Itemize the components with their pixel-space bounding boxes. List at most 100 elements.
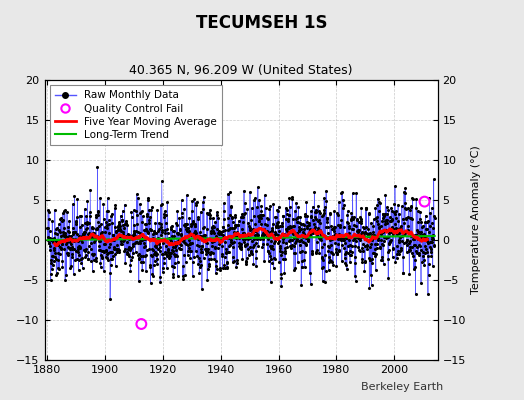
Point bbox=[343, 266, 351, 272]
Point bbox=[256, 224, 264, 231]
Point bbox=[306, 226, 314, 232]
Point bbox=[60, 208, 69, 214]
Point bbox=[283, 227, 291, 234]
Point bbox=[364, 233, 373, 239]
Point bbox=[416, 216, 424, 222]
Point bbox=[80, 248, 89, 254]
Point bbox=[52, 272, 60, 279]
Point bbox=[273, 220, 281, 226]
Point bbox=[389, 244, 397, 251]
Point bbox=[124, 245, 133, 251]
Point bbox=[184, 237, 193, 244]
Point bbox=[212, 233, 220, 239]
Point bbox=[105, 221, 114, 227]
Point bbox=[319, 263, 328, 270]
Point bbox=[181, 259, 190, 265]
Point bbox=[358, 256, 366, 262]
Point bbox=[118, 208, 127, 214]
Point bbox=[199, 233, 208, 239]
Point bbox=[138, 219, 147, 226]
Point bbox=[364, 226, 373, 232]
Point bbox=[275, 203, 283, 210]
Point bbox=[314, 234, 323, 241]
Point bbox=[119, 231, 128, 237]
Point bbox=[402, 216, 410, 222]
Point bbox=[379, 241, 388, 248]
Point bbox=[234, 233, 243, 240]
Point bbox=[181, 240, 189, 246]
Point bbox=[50, 247, 58, 254]
Point bbox=[74, 243, 83, 249]
Point bbox=[198, 243, 206, 249]
Point bbox=[160, 211, 168, 218]
Point bbox=[324, 248, 332, 254]
Point bbox=[354, 229, 362, 236]
Point bbox=[221, 227, 230, 233]
Point bbox=[237, 241, 245, 247]
Point bbox=[78, 239, 86, 245]
Point bbox=[376, 222, 385, 229]
Point bbox=[138, 234, 147, 240]
Point bbox=[214, 228, 223, 234]
Point bbox=[189, 259, 197, 265]
Point bbox=[128, 254, 137, 260]
Point bbox=[245, 231, 254, 238]
Point bbox=[163, 252, 172, 258]
Point bbox=[307, 214, 315, 220]
Point bbox=[130, 230, 138, 237]
Point bbox=[298, 263, 306, 270]
Point bbox=[387, 205, 395, 212]
Point bbox=[258, 232, 266, 238]
Point bbox=[176, 246, 184, 252]
Point bbox=[427, 253, 435, 260]
Point bbox=[136, 240, 145, 246]
Point bbox=[241, 200, 249, 207]
Point bbox=[236, 243, 244, 249]
Point bbox=[226, 237, 235, 244]
Point bbox=[333, 250, 341, 256]
Point bbox=[155, 220, 163, 226]
Point bbox=[166, 253, 174, 259]
Point bbox=[413, 227, 421, 234]
Point bbox=[77, 224, 85, 230]
Point bbox=[235, 245, 244, 251]
Point bbox=[411, 242, 419, 249]
Point bbox=[96, 260, 104, 266]
Point bbox=[366, 257, 374, 264]
Point bbox=[404, 226, 412, 233]
Point bbox=[396, 225, 405, 232]
Point bbox=[169, 244, 178, 250]
Point bbox=[77, 260, 85, 266]
Point bbox=[378, 229, 387, 235]
Point bbox=[50, 250, 59, 256]
Point bbox=[112, 246, 121, 252]
Point bbox=[358, 245, 367, 252]
Point bbox=[321, 252, 330, 258]
Legend: Raw Monthly Data, Quality Control Fail, Five Year Moving Average, Long-Term Tren: Raw Monthly Data, Quality Control Fail, … bbox=[50, 85, 222, 145]
Point bbox=[422, 235, 430, 242]
Point bbox=[420, 262, 429, 268]
Point bbox=[184, 225, 192, 231]
Point bbox=[71, 229, 79, 236]
Point bbox=[321, 279, 329, 285]
Point bbox=[238, 225, 246, 232]
Point bbox=[295, 224, 303, 230]
Point bbox=[267, 227, 276, 233]
Point bbox=[211, 236, 219, 242]
Point bbox=[358, 248, 367, 254]
Point bbox=[141, 235, 149, 242]
Point bbox=[169, 271, 177, 277]
Point bbox=[296, 238, 304, 244]
Point bbox=[409, 232, 417, 239]
Point bbox=[337, 236, 345, 243]
Point bbox=[303, 222, 311, 229]
Point bbox=[397, 223, 406, 229]
Point bbox=[53, 237, 62, 244]
Point bbox=[227, 203, 236, 210]
Point bbox=[111, 204, 119, 211]
Point bbox=[232, 222, 240, 228]
Point bbox=[241, 210, 249, 217]
Point bbox=[202, 251, 211, 257]
Point bbox=[421, 250, 429, 256]
Point bbox=[133, 238, 141, 245]
